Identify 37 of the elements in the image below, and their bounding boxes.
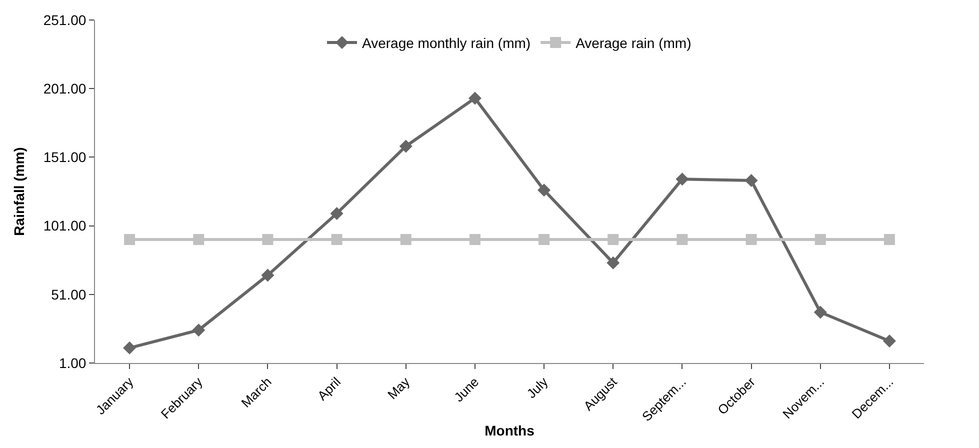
y-tick-label: 1.00 [58,354,86,371]
point [746,234,757,246]
point [124,234,136,246]
legend-label: Average rain (mm) [576,34,692,51]
point [538,234,550,246]
point [468,92,482,105]
point [400,234,412,246]
point [331,234,342,246]
y-tick-label: 51.00 [51,286,86,302]
x-tick-label: May [384,374,413,402]
point [882,334,896,348]
x-tick-label: June [451,374,482,405]
point [606,256,620,270]
point [676,172,689,186]
x-tick-label: July [524,374,552,402]
point [884,234,895,246]
point [469,234,480,246]
point [608,234,619,246]
point [192,324,206,337]
y-tick-label: 251.00 [43,12,86,28]
point [676,234,688,246]
point [330,206,344,220]
x-axis-title: Months [484,422,535,438]
y-tick-label: 101.00 [43,218,86,234]
point [261,268,274,282]
y-tick-label: 151.00 [43,149,86,166]
point [123,341,136,354]
point [814,234,826,246]
point [193,234,204,246]
y-tick-label: 201.00 [43,80,86,96]
point [399,140,412,153]
y-axis-title: Rainfall (mm) [10,147,27,236]
point [744,174,758,188]
point [538,184,551,197]
legend-label: Average monthly rain (mm) [362,34,531,51]
point [262,234,274,246]
point [814,306,827,319]
